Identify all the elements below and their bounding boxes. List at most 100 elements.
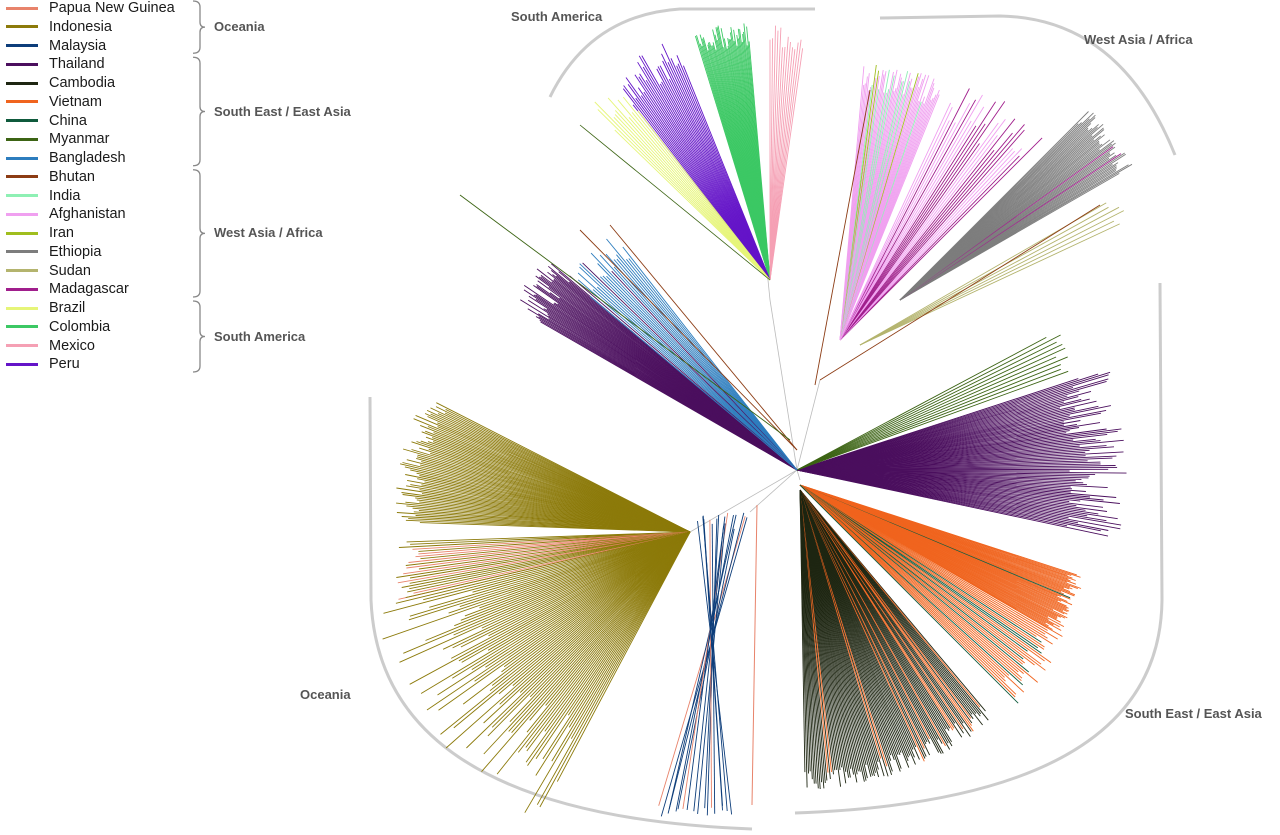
legend-label: Afghanistan xyxy=(49,206,126,223)
region-brackets xyxy=(368,7,1177,831)
legend-brace xyxy=(192,169,206,298)
legend-item: Iran xyxy=(6,224,74,242)
branch-indonesia xyxy=(395,531,691,604)
branch-ethiopia xyxy=(899,111,1089,301)
legend-label: Cambodia xyxy=(49,75,116,91)
tree-backbone xyxy=(689,469,798,533)
legend-brace xyxy=(192,56,206,167)
branch-brazil xyxy=(613,116,771,281)
branch-myanmar xyxy=(796,343,1063,471)
legend-label: Madagascar xyxy=(49,281,129,298)
branch-indonesia xyxy=(423,531,691,601)
branch-mexico xyxy=(769,25,776,281)
legend-label: Papua New Guinea xyxy=(49,0,175,16)
branch-brazil xyxy=(614,110,771,281)
legend-swatch xyxy=(6,250,38,254)
region-label-oceania: Oceania xyxy=(300,687,351,702)
bracket-oceania xyxy=(368,396,753,831)
legend-swatch xyxy=(6,231,38,235)
legend-item: Bangladesh xyxy=(6,149,126,167)
legend-item: Bhutan xyxy=(6,168,95,186)
branch-brazil xyxy=(622,96,771,281)
legend-swatch xyxy=(6,119,38,122)
branch-madagascar xyxy=(839,143,980,341)
branch-indonesia xyxy=(453,531,691,636)
branch-indonesia xyxy=(527,531,691,766)
branch-madagascar xyxy=(839,129,1025,341)
branch-brazil xyxy=(614,129,771,281)
tree-backbone xyxy=(796,469,801,481)
tree-backbone xyxy=(796,379,821,471)
legend-item: Peru xyxy=(6,355,80,373)
branch-indonesia xyxy=(483,531,691,724)
branch-indonesia xyxy=(481,531,691,772)
legend-label: Malaysia xyxy=(49,37,107,54)
branch-myanmar xyxy=(796,347,1066,471)
legend-label: Bangladesh xyxy=(49,150,126,166)
legend-swatch xyxy=(6,156,38,160)
branch-indonesia xyxy=(526,531,691,752)
branch-mexico xyxy=(769,27,782,281)
branch-vietnam xyxy=(799,484,1019,704)
branch-madagascar xyxy=(839,149,995,341)
branch-brazil xyxy=(614,114,771,281)
legend-swatch xyxy=(6,25,38,29)
branch-madagascar xyxy=(839,88,970,341)
branch-madagascar xyxy=(839,124,1025,341)
branch-brazil xyxy=(617,99,771,281)
branch-bhutan xyxy=(609,224,798,451)
branch-myanmar xyxy=(796,356,1068,471)
legend-group-label: South America xyxy=(214,328,306,344)
branch-indonesia xyxy=(466,531,691,749)
legend-item: Madagascar xyxy=(6,280,129,298)
branch-indonesia xyxy=(526,531,691,733)
branch-malaysia xyxy=(709,519,712,808)
branch-indonesia xyxy=(556,531,691,782)
branch-indonesia xyxy=(487,531,691,737)
region-label-west-asia-africa: West Asia / Africa xyxy=(1084,32,1193,47)
branch-madagascar xyxy=(839,101,1006,341)
branch-indonesia xyxy=(438,531,691,711)
legend-label: Ethiopia xyxy=(49,243,102,260)
legend-label: Indonesia xyxy=(49,18,112,35)
branch-indonesia xyxy=(474,531,691,682)
legend-label: China xyxy=(49,112,87,129)
branch-indonesia xyxy=(383,531,691,614)
branch-indonesia xyxy=(491,531,691,728)
legend-braces xyxy=(192,0,206,373)
branch-afghanistan xyxy=(839,66,865,341)
branch-madagascar xyxy=(839,148,1014,341)
branch-malaysia xyxy=(697,520,733,815)
branch-indonesia xyxy=(405,531,691,599)
branch-indonesia xyxy=(536,531,691,805)
branch-malaysia xyxy=(704,514,720,809)
legend-item: Ethiopia xyxy=(6,243,101,261)
branch-indonesia xyxy=(426,531,691,711)
branch-madagascar xyxy=(839,119,1006,341)
branch-malaysia xyxy=(677,528,735,810)
branch-indonesia xyxy=(524,531,691,813)
branch-sudan xyxy=(859,210,1125,346)
legend-swatch xyxy=(6,269,38,272)
branch-indonesia xyxy=(409,531,691,617)
legend-label: Mexico xyxy=(49,337,95,354)
legend-label: Peru xyxy=(49,356,80,373)
branch-myanmar xyxy=(796,337,1047,471)
branch-png xyxy=(396,531,691,578)
branch-sudan xyxy=(859,206,1120,346)
tree-backbone xyxy=(769,299,798,471)
branch-indonesia xyxy=(539,531,691,808)
branch-bhutan xyxy=(814,89,871,386)
legend-swatch xyxy=(6,100,38,104)
legend-label: Brazil xyxy=(49,300,86,316)
branch-thailand xyxy=(796,469,1109,537)
legend-swatch xyxy=(6,62,38,66)
branch-myanmar xyxy=(796,356,1057,471)
branch-brazil xyxy=(631,112,771,281)
branch-malaysia xyxy=(706,518,718,816)
branch-indonesia xyxy=(409,531,691,685)
branch-madagascar xyxy=(839,122,999,341)
legend-label: Colombia xyxy=(49,318,111,335)
legend-swatch xyxy=(6,81,38,85)
branch-madagascar xyxy=(839,123,986,341)
